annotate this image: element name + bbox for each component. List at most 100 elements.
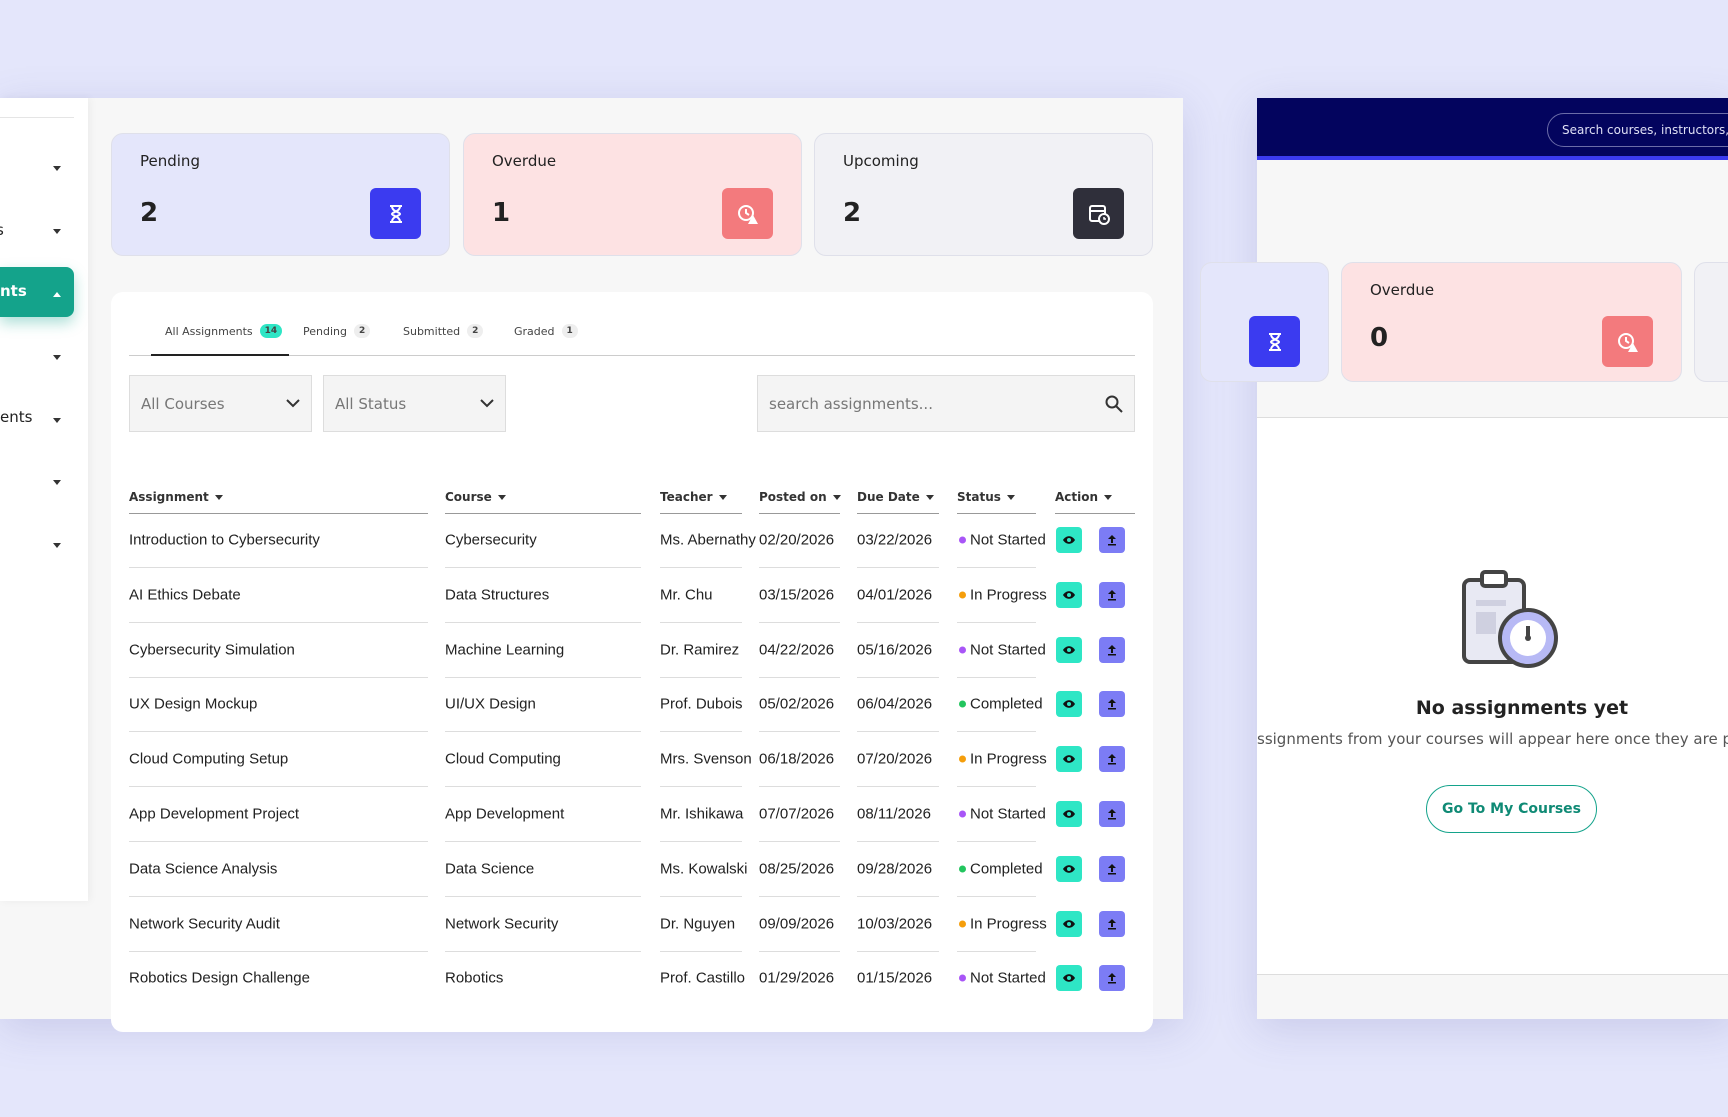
nav-item[interactable]: s bbox=[0, 221, 4, 239]
course-filter[interactable]: All Courses bbox=[129, 375, 312, 432]
row-divider bbox=[857, 731, 939, 733]
column-header[interactable]: Posted on bbox=[759, 490, 841, 504]
view-button[interactable] bbox=[1056, 581, 1082, 608]
status-dot bbox=[959, 810, 966, 818]
upload-button[interactable] bbox=[1099, 527, 1125, 553]
upload-button[interactable] bbox=[1099, 801, 1125, 827]
search-pill[interactable]: Search courses, instructors, bbox=[1547, 113, 1728, 147]
stat-value: 0 bbox=[1370, 323, 1389, 353]
cell: 05/02/2026 bbox=[759, 695, 835, 713]
active-item[interactable] bbox=[0, 267, 74, 317]
column-title: Due Date bbox=[857, 490, 920, 504]
tab-label: Pending bbox=[303, 324, 347, 338]
status-dot bbox=[959, 700, 966, 708]
row-divider bbox=[857, 895, 939, 897]
chevron bbox=[53, 292, 61, 297]
status: Completed bbox=[959, 696, 1043, 713]
upload-button[interactable] bbox=[1099, 910, 1125, 937]
tab[interactable]: Graded 1 bbox=[514, 324, 578, 338]
column-header[interactable]: Teacher bbox=[660, 490, 727, 504]
header-underline bbox=[1055, 513, 1135, 514]
cell: 10/03/2026 bbox=[857, 915, 933, 933]
status-text: In Progress bbox=[970, 915, 1047, 933]
upload-button[interactable] bbox=[1099, 636, 1125, 663]
tab-count: 2 bbox=[467, 324, 484, 338]
eye-icon bbox=[1063, 700, 1075, 709]
chevron bbox=[53, 355, 61, 360]
chevron bbox=[53, 229, 61, 234]
header-underline bbox=[857, 513, 939, 514]
view-button[interactable] bbox=[1056, 801, 1082, 827]
row-divider bbox=[857, 676, 939, 678]
column-header[interactable]: Due Date bbox=[857, 490, 934, 504]
search-box[interactable]: search assignments... bbox=[757, 375, 1135, 432]
cell: Cloud Computing bbox=[445, 750, 561, 768]
view-button[interactable] bbox=[1056, 636, 1082, 663]
status: Completed bbox=[959, 860, 1043, 877]
column-header[interactable]: Status bbox=[957, 490, 1015, 504]
status-text: In Progress bbox=[970, 586, 1047, 604]
cell: Mrs. Svenson bbox=[660, 750, 752, 768]
chevron bbox=[53, 480, 61, 485]
row-divider bbox=[857, 567, 939, 568]
row-divider bbox=[857, 841, 939, 842]
view-button[interactable] bbox=[1056, 527, 1082, 553]
cell: 04/22/2026 bbox=[759, 641, 835, 659]
upload-button[interactable] bbox=[1099, 746, 1125, 773]
stat-icon bbox=[722, 188, 773, 239]
eye-icon bbox=[1063, 645, 1075, 654]
sort-caret bbox=[497, 494, 506, 500]
empty-message: ssignments from your courses will appear… bbox=[1257, 730, 1728, 748]
upload-icon bbox=[1108, 973, 1116, 984]
go-to-courses-button[interactable]: Go To My Courses bbox=[1426, 785, 1597, 833]
column-title: Action bbox=[1055, 490, 1099, 504]
tab[interactable]: All Assignments 14 bbox=[165, 324, 283, 338]
upload-icon bbox=[1108, 589, 1116, 601]
empty-title: No assignments yet bbox=[1415, 697, 1629, 719]
tab[interactable]: Pending 2 bbox=[303, 324, 371, 338]
column-header[interactable]: Course bbox=[445, 490, 506, 504]
upload-button[interactable] bbox=[1099, 855, 1125, 882]
upload-icon bbox=[1108, 918, 1116, 930]
cell: Introduction to Cybersecurity bbox=[129, 531, 320, 549]
tab-label: Graded bbox=[514, 324, 555, 338]
view-button[interactable] bbox=[1056, 691, 1082, 718]
header-underline bbox=[129, 513, 428, 514]
cell: Network Security bbox=[445, 915, 559, 933]
upload-button[interactable] bbox=[1099, 581, 1125, 608]
eye-icon bbox=[1063, 919, 1075, 928]
view-button[interactable] bbox=[1056, 746, 1082, 773]
upload-button[interactable] bbox=[1099, 691, 1125, 718]
cell: Machine Learning bbox=[445, 641, 565, 659]
row-divider bbox=[660, 676, 742, 678]
view-button[interactable] bbox=[1056, 965, 1082, 992]
row-divider bbox=[129, 841, 428, 842]
upload-icon bbox=[1108, 754, 1116, 765]
row-divider bbox=[957, 950, 1036, 952]
cell: 03/15/2026 bbox=[759, 586, 835, 604]
search-icon bbox=[1105, 395, 1123, 413]
cell: Data Science Analysis bbox=[129, 860, 278, 878]
upload-button[interactable] bbox=[1099, 965, 1125, 992]
column-header[interactable]: Action bbox=[1055, 490, 1113, 504]
status-filter[interactable]: All Status bbox=[323, 375, 506, 432]
status: Not Started bbox=[959, 806, 1046, 823]
sort-caret bbox=[832, 494, 841, 500]
row-divider bbox=[660, 567, 742, 568]
cell: Dr. Ramirez bbox=[660, 641, 740, 659]
nav-item[interactable]: ents bbox=[0, 408, 33, 426]
cell: 03/22/2026 bbox=[857, 531, 933, 549]
nav-item[interactable]: nts bbox=[0, 282, 27, 300]
cell: Data Structures bbox=[445, 586, 550, 604]
cell: 02/20/2026 bbox=[759, 531, 835, 549]
cell: Cybersecurity Simulation bbox=[129, 641, 295, 659]
view-button[interactable] bbox=[1056, 910, 1082, 937]
cell: Robotics bbox=[445, 969, 504, 987]
row-divider bbox=[129, 950, 428, 952]
row-divider bbox=[957, 786, 1036, 788]
tab[interactable]: Submitted 2 bbox=[403, 324, 484, 338]
view-button[interactable] bbox=[1056, 855, 1082, 882]
header-underline bbox=[957, 513, 1036, 514]
status-text: In Progress bbox=[970, 750, 1047, 768]
column-header[interactable]: Assignment bbox=[129, 490, 223, 504]
